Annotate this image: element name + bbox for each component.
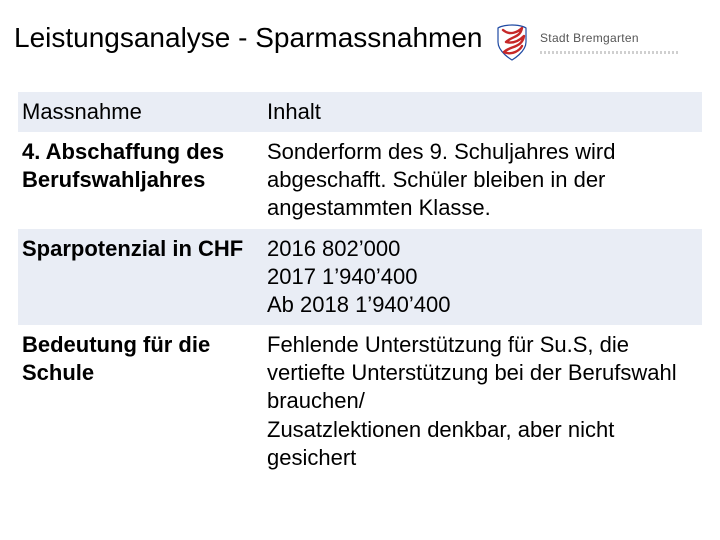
cell-left: Sparpotenzial in CHF	[18, 229, 263, 325]
table-row: 4. Abschaffung des BerufswahljahresSonde…	[18, 132, 702, 228]
crest-icon	[492, 22, 532, 62]
slide: Leistungsanalyse - Sparmassnahmen Stadt …	[0, 0, 720, 540]
cell-left: Massnahme	[18, 92, 263, 132]
page-title: Leistungsanalyse - Sparmassnahmen	[14, 22, 482, 54]
cell-right: 2016 802’0002017 1’940’400Ab 2018 1’940’…	[263, 229, 702, 325]
cell-left: Bedeutung für die Schule	[18, 325, 263, 478]
logo: Stadt Bremgarten	[492, 18, 702, 66]
table-row: Bedeutung für die SchuleFehlende Unterst…	[18, 325, 702, 478]
cell-right: Sonderform des 9. Schuljahres wird abges…	[263, 132, 702, 228]
logo-label: Stadt Bremgarten	[540, 31, 680, 45]
logo-text: Stadt Bremgarten	[540, 31, 680, 54]
table-row: MassnahmeInhalt	[18, 92, 702, 132]
table-body: MassnahmeInhalt4. Abschaffung des Berufs…	[18, 92, 702, 478]
table-row: Sparpotenzial in CHF2016 802’0002017 1’9…	[18, 229, 702, 325]
cell-left: 4. Abschaffung des Berufswahljahres	[18, 132, 263, 228]
logo-underline	[540, 51, 680, 54]
cell-right: Inhalt	[263, 92, 702, 132]
cell-right: Fehlende Unterstützung für Su.S, die ver…	[263, 325, 702, 478]
content-table: MassnahmeInhalt4. Abschaffung des Berufs…	[18, 92, 702, 478]
